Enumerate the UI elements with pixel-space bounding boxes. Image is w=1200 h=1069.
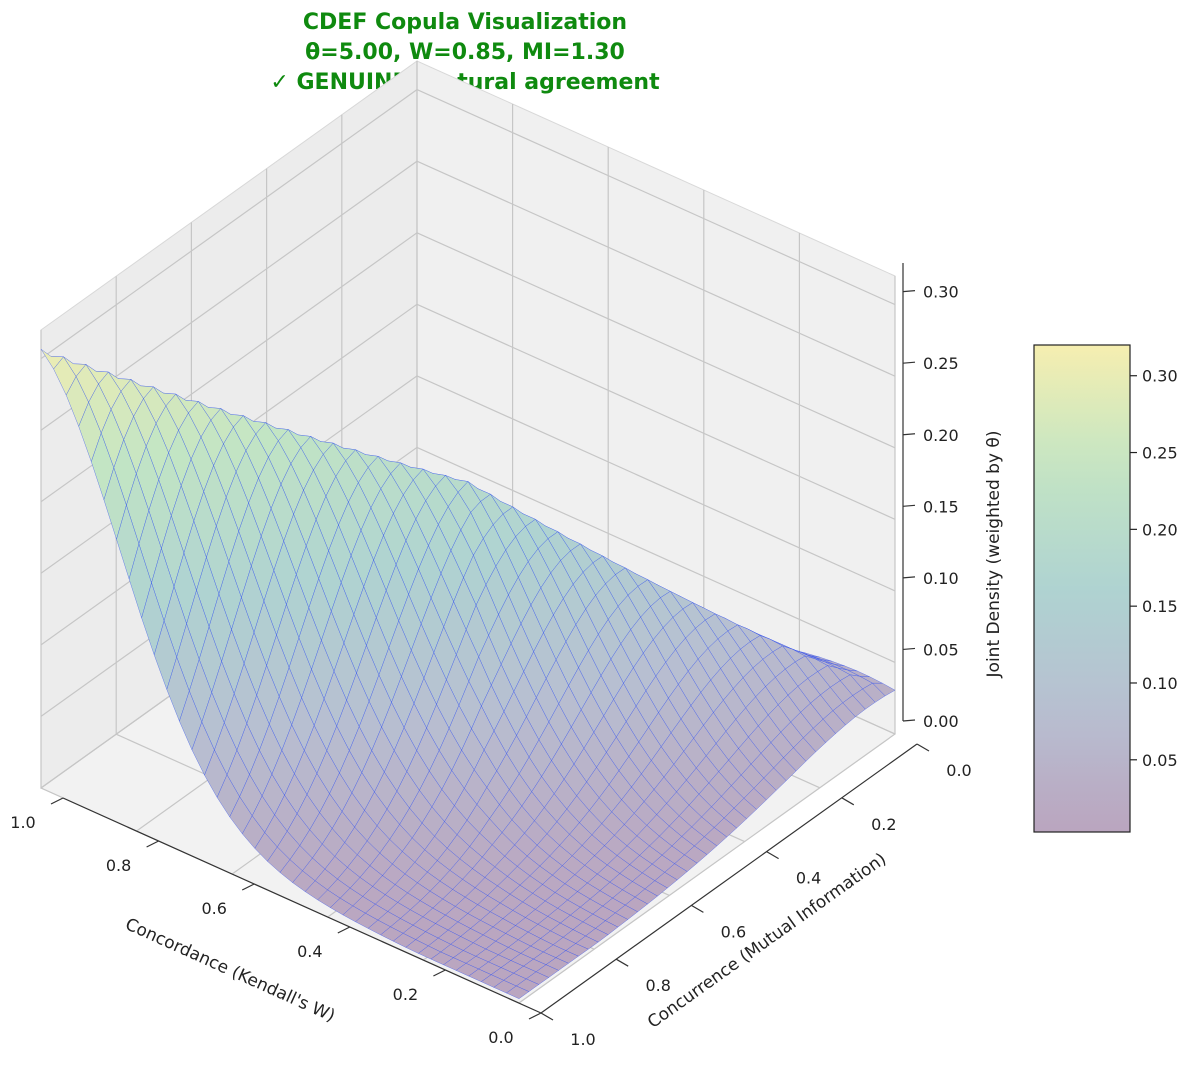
density-surface	[40, 349, 896, 999]
z-tick-label: 0.05	[923, 640, 959, 659]
z-tick	[902, 719, 916, 722]
x-axis-label: Concordance (Kendall's W)	[122, 914, 338, 1026]
z-axis-label: Joint Density (weighted by θ)	[984, 431, 1004, 679]
gridline-z	[40, 160, 896, 431]
colorbar-tick-label: 0.30	[1142, 367, 1178, 386]
x-axis-line	[62, 797, 542, 1014]
title-line-2: θ=5.00, W=0.85, MI=1.30	[305, 40, 625, 65]
colorbar-tick-label: 0.10	[1142, 674, 1178, 693]
colorbar-gradient	[1033, 344, 1131, 833]
title-line-1: CDEF Copula Visualization	[302, 10, 628, 35]
z-tick	[902, 433, 916, 436]
y-tick	[615, 958, 629, 967]
z-tick	[902, 290, 916, 293]
colorbar-tick-label: 0.05	[1142, 751, 1178, 770]
x-tick-label: 1.0	[10, 813, 35, 832]
x-tick	[433, 969, 446, 977]
colorbar-tick-label: 0.20	[1142, 520, 1178, 539]
z-tick	[902, 361, 916, 364]
z-tick-label: 0.10	[923, 569, 959, 588]
y-tick-label: 0.0	[946, 761, 971, 780]
z-tick	[902, 576, 916, 579]
y-tick	[841, 797, 855, 806]
axes	[50, 263, 930, 1021]
z-tick-label: 0.25	[923, 354, 959, 373]
y-tick-label: 0.2	[871, 815, 896, 834]
x-tick-label: 0.6	[201, 899, 226, 918]
y-tick-label: 0.4	[796, 869, 821, 888]
y-tick	[916, 743, 930, 752]
chart-title: CDEF Copula Visualization θ=5.00, W=0.85…	[0, 8, 930, 98]
x-tick-label: 0.0	[488, 1028, 513, 1047]
z-tick-label: 0.15	[923, 497, 959, 516]
x-tick-label: 0.2	[393, 985, 418, 1004]
x-tick	[50, 797, 64, 805]
y-tick-label: 0.6	[721, 922, 746, 941]
z-tick-label: 0.00	[923, 712, 959, 731]
y-tick-label: 1.0	[570, 1030, 595, 1049]
y-axis-line	[540, 743, 918, 1014]
surface-cell	[505, 985, 530, 999]
x-tick	[146, 840, 159, 848]
z-tick-label: 0.30	[923, 283, 959, 302]
y-tick	[691, 904, 704, 913]
z-tick	[902, 647, 916, 651]
colorbar-tick-label: 0.15	[1142, 597, 1178, 616]
x-tick	[337, 926, 351, 934]
gridline-z	[40, 88, 896, 360]
colorbar: 0.05 0.10 0.15 0.20 0.25 0.30	[1033, 344, 1178, 833]
y-tick	[540, 1012, 554, 1021]
x-tick	[528, 1012, 542, 1020]
colorbar-tick-label: 0.25	[1142, 444, 1178, 463]
y-tick	[766, 851, 779, 860]
x-tick-label: 0.4	[297, 942, 322, 961]
z-tick-label: 0.20	[923, 426, 959, 445]
x-tick-label: 0.8	[106, 856, 131, 875]
z-tick	[902, 504, 916, 507]
y-tick-label: 0.8	[645, 976, 670, 995]
x-tick	[241, 883, 255, 891]
